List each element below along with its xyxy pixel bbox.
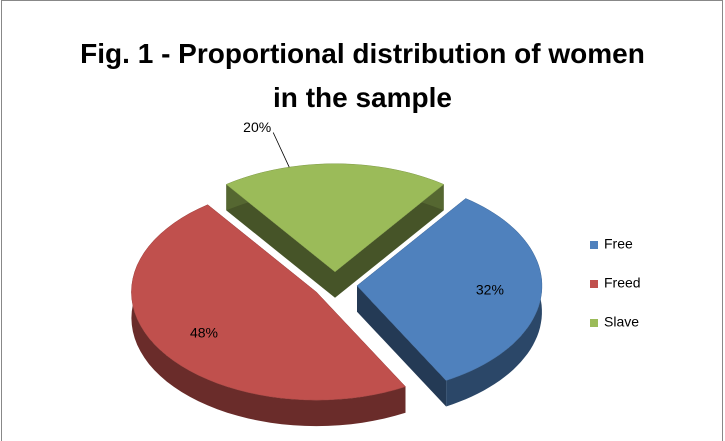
slice-top xyxy=(356,198,543,381)
legend-label: Slave xyxy=(604,314,639,330)
slice-wall xyxy=(226,184,335,298)
pie-slice xyxy=(356,198,543,407)
slice-wall xyxy=(357,285,447,407)
slice-wall xyxy=(335,184,444,298)
leader-line xyxy=(272,132,290,168)
slice-top xyxy=(225,163,445,273)
data-label: 20% xyxy=(243,119,271,135)
slice-side xyxy=(131,204,406,427)
legend-swatch xyxy=(590,280,598,288)
legend-swatch xyxy=(590,241,598,249)
data-label: 48% xyxy=(190,324,218,340)
legend-label: Free xyxy=(604,236,633,252)
chart-title: Fig. 1 - Proportional distribution of wo… xyxy=(80,38,645,113)
pie-slice xyxy=(225,163,445,298)
legend-label: Freed xyxy=(604,275,641,291)
pie-slice xyxy=(131,204,406,427)
data-label: 32% xyxy=(476,281,504,297)
legend-swatch xyxy=(590,319,598,327)
slice-top xyxy=(131,204,406,401)
